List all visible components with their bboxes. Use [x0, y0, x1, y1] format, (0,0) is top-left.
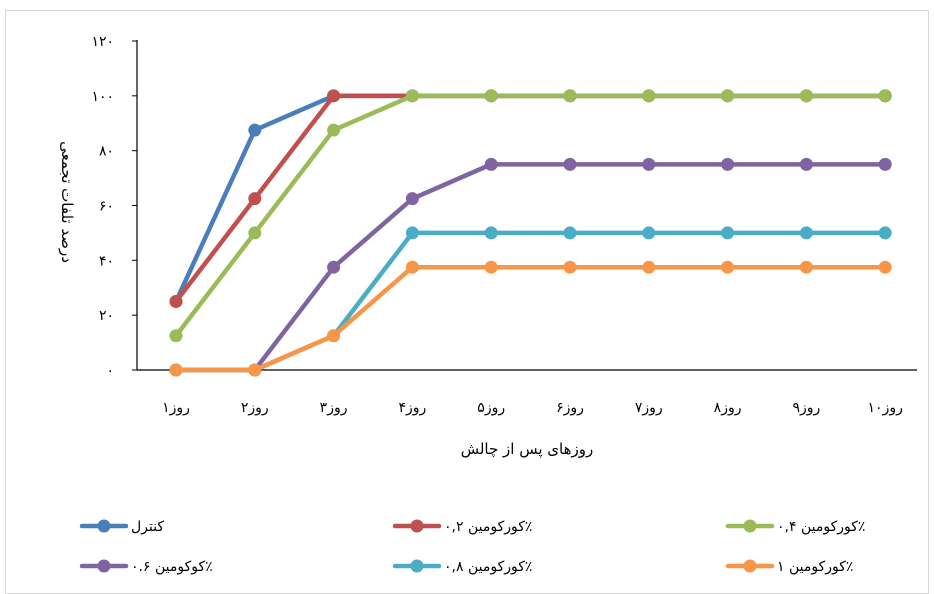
legend-item: کنترل	[79, 519, 164, 535]
series-group	[169, 89, 892, 308]
y-tick-label: ۰	[106, 363, 114, 379]
data-point	[248, 363, 262, 377]
data-point	[327, 123, 341, 137]
legend-label: کورکومین ۱٪	[777, 559, 853, 575]
x-tick-label: روز۶	[556, 400, 584, 416]
y-tick-label: ۴۰	[99, 253, 114, 269]
data-point	[563, 157, 577, 171]
legend-label: کورکومین ۰,۸٪	[444, 559, 532, 575]
data-point	[484, 157, 498, 171]
x-tick-label: روز۱	[162, 400, 190, 416]
legend-label: کورکومین ۰,۴٪	[777, 519, 865, 535]
series-line	[173, 264, 888, 373]
legend-swatch-marker	[410, 559, 424, 573]
data-point	[327, 89, 341, 103]
x-axis-title: روزهای پس از چالش	[461, 440, 594, 459]
data-point	[642, 157, 656, 171]
x-tick-label: روز۳	[320, 400, 348, 416]
data-point	[721, 89, 735, 103]
legend-item: کورکومین ۰,۲٪	[392, 519, 532, 535]
legend-swatch-marker	[97, 519, 111, 533]
data-point	[721, 260, 735, 274]
x-tick-label: روز۹	[792, 400, 820, 416]
legend-item: کورکومین ۱٪	[725, 559, 853, 575]
data-point	[248, 123, 262, 137]
y-tick-label: ۸۰	[99, 144, 114, 160]
data-point	[799, 226, 813, 240]
data-point	[563, 226, 577, 240]
series-line	[173, 230, 888, 373]
data-point	[169, 294, 183, 308]
series-group	[169, 89, 892, 343]
legend-swatch-marker	[97, 559, 111, 573]
data-point	[642, 260, 656, 274]
data-point	[484, 260, 498, 274]
data-point	[248, 192, 262, 206]
legend-item: کورکومین ۰,۴٪	[725, 519, 865, 535]
y-axis-title: درصد تلفات تجمعی	[58, 141, 76, 263]
data-point	[405, 226, 419, 240]
data-point	[799, 89, 813, 103]
data-point	[484, 226, 498, 240]
y-tick-label: ۱۰۰	[91, 89, 114, 105]
data-point	[484, 89, 498, 103]
legend-label: کورکومین ۰,۲٪	[444, 519, 532, 535]
data-point	[721, 226, 735, 240]
series-line	[173, 93, 888, 338]
data-point	[563, 89, 577, 103]
x-tick-label: روز۷	[635, 400, 663, 416]
data-point	[405, 260, 419, 274]
series-layer	[169, 89, 892, 377]
y-tick-label: ۱۲۰	[91, 34, 114, 50]
x-tick-label: روز۲	[241, 400, 269, 416]
data-point	[642, 226, 656, 240]
x-tick-label: روز۸	[714, 400, 742, 416]
data-point	[248, 226, 262, 240]
data-point	[878, 260, 892, 274]
data-point	[878, 89, 892, 103]
data-point	[169, 363, 183, 377]
data-point	[327, 329, 341, 343]
data-point	[799, 157, 813, 171]
legend-swatch-marker	[743, 519, 757, 533]
data-point	[878, 226, 892, 240]
data-point	[799, 260, 813, 274]
data-point	[878, 157, 892, 171]
y-axis-ticks: ۰ ۲۰ ۴۰ ۶۰ ۸۰ ۱۰۰ ۱۲۰	[91, 34, 137, 379]
data-point	[405, 192, 419, 206]
x-tick-label: روز۵	[477, 400, 505, 416]
data-point	[169, 329, 183, 343]
y-tick-label: ۲۰	[99, 308, 114, 324]
x-axis-ticks: روز۱ روز۲ روز۳ روز۴ روز۵ روز۶ روز۷ روز۸ روز۹ روز۱…	[162, 400, 903, 416]
legend-item: کورکومین ۰,۸٪	[392, 559, 532, 575]
x-tick-label: روز۴	[398, 400, 426, 416]
data-point	[405, 89, 419, 103]
legend-item: کوکومین ۰.۶٪	[79, 559, 213, 575]
x-tick-label: روز۱۰	[868, 400, 903, 416]
data-point	[563, 260, 577, 274]
legend-swatch-marker	[743, 559, 757, 573]
legend: کنترل کورکومین ۰,۲٪ کورکومین ۰,۴٪ کوکومین ۰…	[79, 519, 865, 575]
legend-label: کوکومین ۰.۶٪	[131, 559, 213, 575]
legend-swatch-marker	[410, 519, 424, 533]
data-point	[721, 157, 735, 171]
legend-label: کنترل	[131, 519, 164, 535]
data-point	[327, 260, 341, 274]
y-tick-label: ۶۰	[99, 199, 114, 215]
series-group	[169, 226, 892, 377]
series-group	[169, 260, 892, 377]
data-point	[642, 89, 656, 103]
series-line	[173, 162, 888, 373]
